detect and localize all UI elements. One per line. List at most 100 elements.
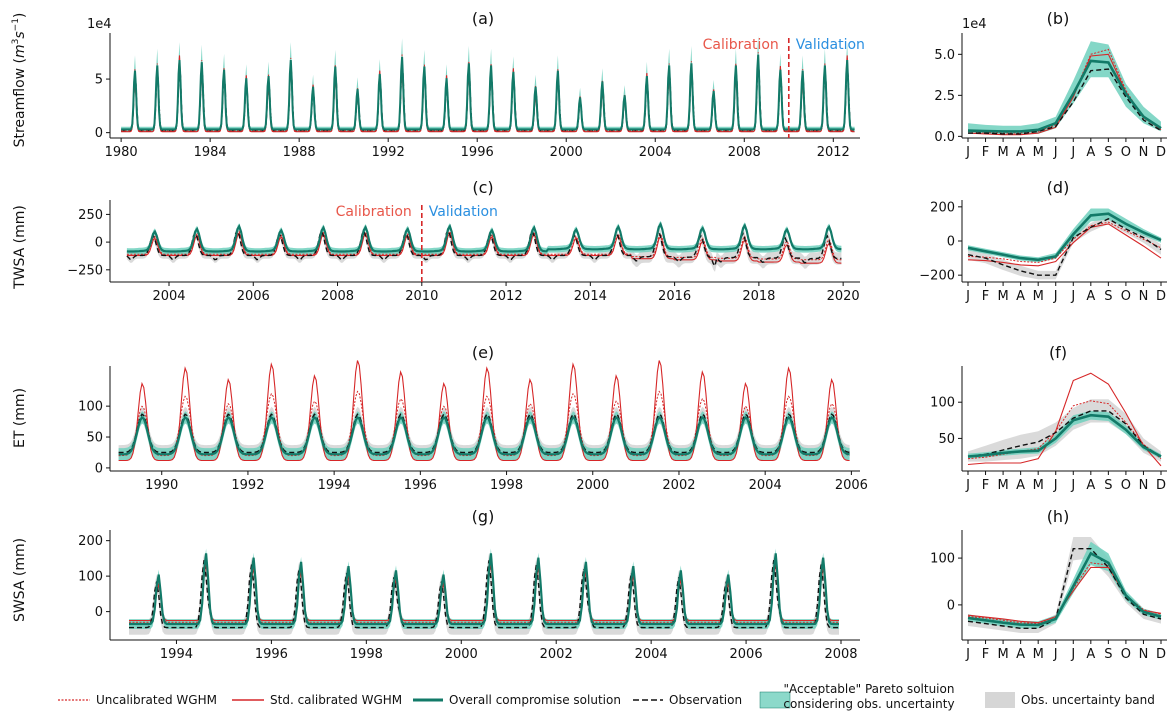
panel-h-month-label: O	[1121, 647, 1131, 662]
panel-h-month-label: A	[1016, 647, 1025, 662]
panel-b-month-label: A	[1086, 145, 1095, 160]
panel-d-month-label: A	[1086, 289, 1095, 304]
panel-g-xtick-label: 2004	[635, 647, 668, 662]
panel-title-c: (c)	[472, 178, 493, 197]
panel-b-month-label: N	[1139, 145, 1149, 160]
panel-c-xtick-label: 2012	[490, 289, 523, 304]
panel-e-ytick-label: 100	[78, 400, 103, 415]
panel-e-pareto-band	[118, 411, 850, 461]
panel-title-f: (f)	[1049, 343, 1067, 362]
panel-g-xtick-label: 1996	[255, 647, 288, 662]
panel-a-ytick-label: 5	[95, 73, 103, 88]
panel-f-overall-line	[967, 413, 1162, 458]
panel-d-observation-line	[967, 218, 1162, 276]
panel-g-ytick-label: 200	[78, 534, 103, 549]
panel-e-xtick-label: 2000	[576, 478, 609, 493]
panel-a-xtick-label: 1992	[372, 145, 405, 160]
panel-a-xtick-label: 2000	[550, 145, 583, 160]
panel-g-xtick-label: 2002	[540, 647, 573, 662]
panel-d-month-label: F	[982, 289, 989, 304]
panel-e-xtick-label: 2002	[662, 478, 695, 493]
panel-a-xtick-label: 1980	[105, 145, 138, 160]
panel-f-month-label: J	[1053, 478, 1058, 493]
panel-f-ytick-label: 100	[930, 396, 955, 411]
panel-b-month-label: J	[1070, 145, 1075, 160]
panel-c-overall-line	[126, 221, 842, 253]
panel-b-month-label: F	[982, 145, 989, 160]
panel-title-b: (b)	[1047, 9, 1070, 28]
panel-f-month-label: A	[1086, 478, 1095, 493]
panel-c-std-calibrated-line	[126, 232, 842, 264]
panel-h-month-label: M	[1033, 647, 1044, 662]
panel-c-ytick-label: 0	[95, 236, 103, 251]
panel-b-month-label: A	[1016, 145, 1025, 160]
panel-g-xtick-label: 1994	[160, 647, 193, 662]
panel-f-month-label: A	[1016, 478, 1025, 493]
panel-d-overall-line	[967, 212, 1162, 262]
panel-h-month-label: S	[1104, 647, 1112, 662]
panel-f-month-label: S	[1104, 478, 1112, 493]
panel-h-uncalibrated-line	[967, 562, 1162, 625]
panel-a-xtick-label: 2012	[817, 145, 850, 160]
panel-d-uncalibrated-line	[967, 221, 1162, 263]
panel-h-month-label: J	[1053, 647, 1058, 662]
panel-g-ytick-label: 100	[78, 570, 103, 585]
panel-e-xtick-label: 1994	[318, 478, 351, 493]
panel-title-d: (d)	[1047, 178, 1070, 197]
panel-f-std-calibrated-line	[967, 372, 1162, 467]
panel-d-month-label: D	[1156, 289, 1166, 304]
panel-e-xtick-label: 1996	[404, 478, 437, 493]
panel-g-xtick-label: 2008	[824, 647, 857, 662]
panel-g-overall-line	[129, 553, 839, 626]
panel-a-xtick-label: 2004	[639, 145, 672, 160]
legend-pareto-swatch	[759, 691, 791, 709]
panel-c-xtick-label: 2008	[321, 289, 354, 304]
panel-title-g: (g)	[472, 507, 495, 526]
panel-d-ytick-label: −200	[919, 269, 955, 284]
panel-a-xtick-label: 2008	[728, 145, 761, 160]
legend-obsband-swatch	[985, 692, 1015, 708]
panel-d-ytick-label: 0	[947, 235, 955, 250]
panel-d-month-label: O	[1121, 289, 1131, 304]
panel-d-month-label: M	[1033, 289, 1044, 304]
panel-a-overall-line	[121, 54, 855, 131]
panel-a-xtick-label: 1984	[194, 145, 227, 160]
panel-e-ytick-label: 0	[95, 461, 103, 476]
legend-uncal-label: Uncalibrated WGHM	[96, 693, 217, 707]
panel-c-xtick-label: 2018	[742, 289, 775, 304]
panel-e-xtick-label: 1998	[490, 478, 523, 493]
panel-b-month-label: D	[1156, 145, 1166, 160]
panel-b-month-label: S	[1104, 145, 1112, 160]
panel-f-observation-line	[967, 410, 1162, 458]
panel-e-obs-uncertainty-band	[118, 406, 850, 460]
panel-h-ytick-label: 100	[930, 552, 955, 567]
ylabel-twsa: TWSA (mm)	[12, 205, 28, 290]
panel-h-month-label: N	[1139, 647, 1149, 662]
panel-e-xtick-label: 2004	[749, 478, 782, 493]
legend-std-label: Std. calibrated WGHM	[270, 693, 402, 707]
panel-h-month-label: D	[1156, 647, 1166, 662]
panel-c-xtick-label: 2006	[237, 289, 270, 304]
ylabel-et: ET (mm)	[12, 388, 28, 448]
panel-c-xtick-label: 2010	[405, 289, 438, 304]
panel-h-month-label: A	[1086, 647, 1095, 662]
panel-e-xtick-label: 2006	[835, 478, 868, 493]
panel-a-calibration-label: Calibration	[703, 37, 779, 53]
panel-f-month-label: N	[1139, 478, 1149, 493]
offset-label-a: 1e4	[87, 17, 112, 32]
panel-f-month-label: M	[997, 478, 1008, 493]
panel-f-month-label: M	[1033, 478, 1044, 493]
panel-h-month-label: J	[1070, 647, 1075, 662]
panel-b-uncalibrated-line	[967, 48, 1162, 134]
panel-g-ytick-label: 0	[95, 605, 103, 620]
panel-c-ytick-label: −250	[67, 263, 103, 278]
panel-h-month-label: J	[965, 647, 970, 662]
panel-b-month-label: M	[1033, 145, 1044, 160]
panel-e-xtick-label: 1990	[145, 478, 178, 493]
panel-f-month-label: J	[965, 478, 970, 493]
panel-d-month-label: M	[997, 289, 1008, 304]
panel-f-month-label: F	[982, 478, 989, 493]
panel-c-uncalibrated-line	[126, 230, 842, 261]
panel-a-xtick-label: 1996	[461, 145, 494, 160]
